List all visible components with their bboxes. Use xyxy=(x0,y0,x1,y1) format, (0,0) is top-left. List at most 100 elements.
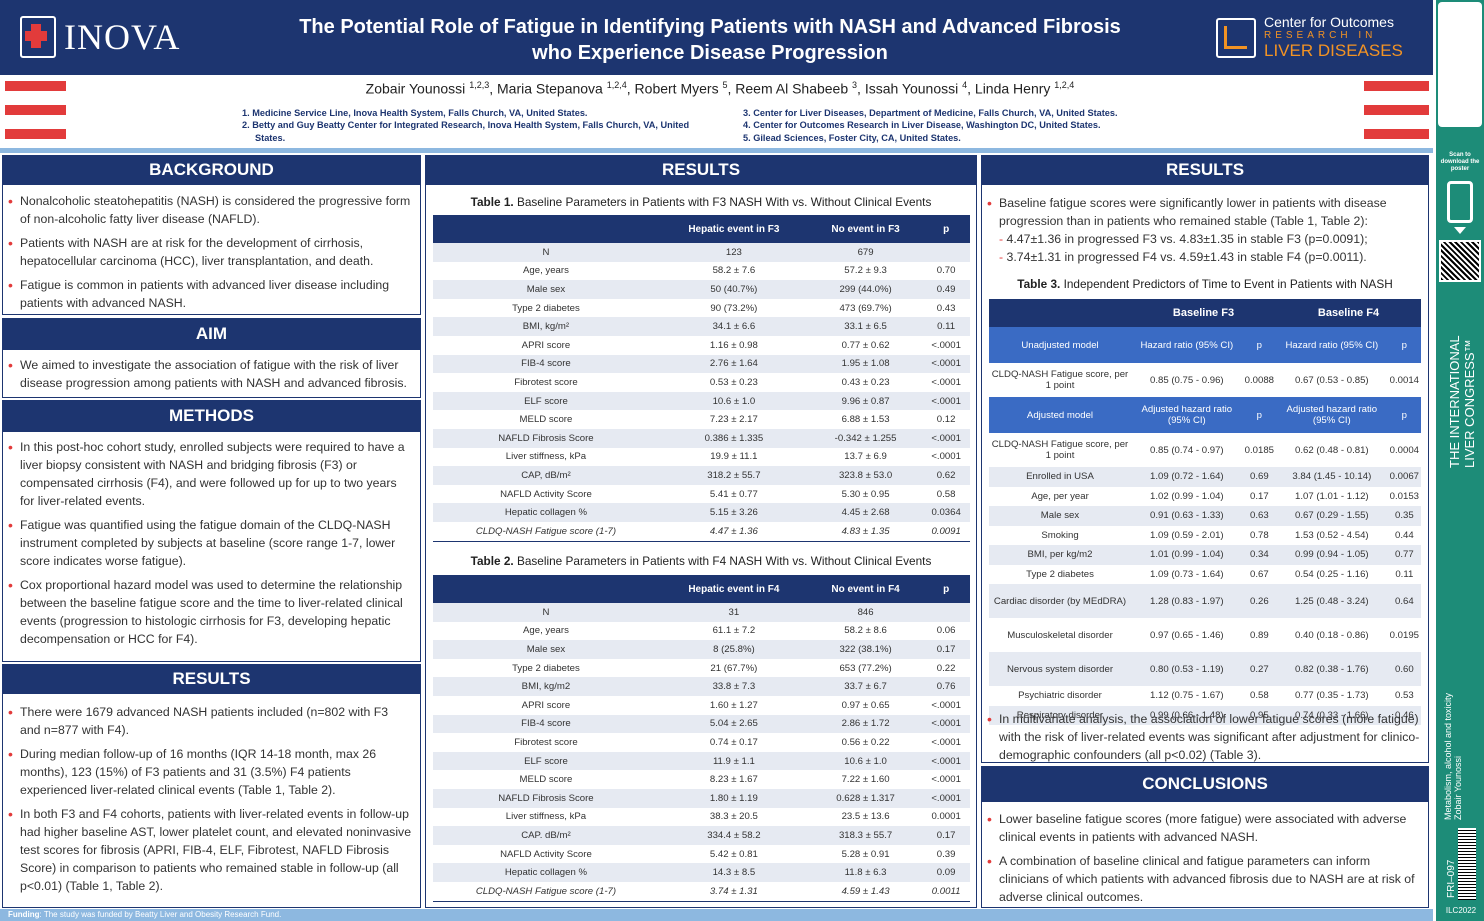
table-cell: <.0001 xyxy=(931,774,961,786)
table-row: APRI score 1.60 ± 1.27 0.97 ± 0.65 <.0001 xyxy=(433,696,970,715)
table-cell: 33.7 ± 6.7 xyxy=(808,677,923,696)
table-cell: BMI, kg/m² xyxy=(433,317,659,336)
table-cell xyxy=(922,603,970,622)
table-cell: 318.3 ± 55.7 xyxy=(808,826,923,845)
phone-icon xyxy=(1447,181,1473,223)
table-row: Nervous system disorder 0.80 (0.53 - 1.19… xyxy=(989,652,1421,686)
table-cell: 3.74 ± 1.31 xyxy=(658,881,809,902)
table-cell: Age, years xyxy=(523,625,569,637)
table-cell: 1.16 ± 0.98 xyxy=(709,339,758,351)
table-header: Baseline F3 xyxy=(1131,299,1276,327)
table-cell: 473 (69.7%) xyxy=(839,302,892,314)
table-cell: BMI, per kg/m2 xyxy=(989,545,1131,565)
table-cell: 33.1 ± 6.5 xyxy=(808,317,923,336)
table-cell: Male sex xyxy=(989,506,1131,526)
table-row: Psychiatric disorder 1.12 (0.75 - 1.67) 0.… xyxy=(989,686,1421,706)
affiliations-right: 3. Center for Liver Diseases, Department… xyxy=(743,107,1213,144)
table-cell: 334.4 ± 58.2 xyxy=(658,826,809,845)
table-cell: FIB-4 score xyxy=(433,354,659,374)
table-cell: 1.80 ± 1.19 xyxy=(658,788,809,808)
center-line-1: Center for Outcomes xyxy=(1264,14,1394,30)
table-cell: 58.2 ± 7.6 xyxy=(712,265,756,277)
table-header xyxy=(989,299,1131,327)
table-cell: 1.53 (0.52 - 4.54) xyxy=(1295,529,1369,541)
table-cell: NAFLD Fibrosis Score xyxy=(433,788,659,808)
table-cell: 7.23 ± 2.17 xyxy=(709,414,758,426)
table-row: CLDQ-NASH Fatigue score, per 1 point 0.85… xyxy=(989,363,1421,397)
table-cell: Smoking xyxy=(1041,529,1079,541)
table-cell: Musculoskeletal disorder xyxy=(1007,629,1113,641)
table-cell: 0.80 (0.53 - 1.19) xyxy=(1131,652,1243,686)
table-row: Male sex 0.91 (0.63 - 1.33) 0.63 0.67 (0.29… xyxy=(989,506,1421,526)
congress-name: THE INTERNATIONAL LIVER CONGRESS™ xyxy=(1447,335,1477,468)
table-row: CAP. dB/m² 334.4 ± 58.2 318.3 ± 55.7 0.17 xyxy=(433,826,970,845)
methods-heading: METHODS xyxy=(2,400,421,432)
aim-list: We aimed to investigate the association … xyxy=(6,356,412,398)
table-row: Age, years 61.1 ± 7.2 58.2 ± 8.6 0.06 xyxy=(433,622,970,641)
table-cell: Adjusted hazard ratio (95% CI) xyxy=(1131,397,1243,433)
table-cell: 318.2 ± 55.7 xyxy=(658,466,809,485)
author-name: Reem Al Shabeeb xyxy=(735,80,849,97)
conclusions-heading: CONCLUSIONS xyxy=(981,766,1429,802)
table-cell: 0.11 xyxy=(922,317,970,336)
fatigue-finding-f3: - 4.47±1.36 in progressed F3 vs. 4.83±1.… xyxy=(999,232,1368,246)
table-cell: Type 2 diabetes xyxy=(1026,568,1094,580)
table-row: CLDQ-NASH Fatigue score, per 1 point 0.85… xyxy=(989,433,1421,467)
scan-text: Scan to download the poster xyxy=(1440,152,1480,172)
table-cell: FIB-4 score xyxy=(433,714,659,734)
table-cell: Adjusted hazard ratio (95% CI) xyxy=(1276,397,1388,433)
affiliation: 5. Gilead Sciences, Foster City, CA, Uni… xyxy=(743,132,961,143)
model-header-row: Adjusted model Adjusted hazard ratio (95%… xyxy=(989,397,1421,433)
table-cell: 0.0001 xyxy=(931,811,961,823)
table-cell: 0.0011 xyxy=(922,881,970,902)
table-cell: 4.47 ± 1.36 xyxy=(658,521,809,542)
table-cell: 299 (44.0%) xyxy=(808,280,923,299)
table-cell: 0.58 xyxy=(1249,690,1269,702)
table-cell: 0.40 (0.18 - 0.86) xyxy=(1295,629,1369,641)
center-logo-icon xyxy=(1216,17,1256,58)
table-cell: 0.62 xyxy=(922,466,970,485)
table-cell: N xyxy=(433,603,659,622)
bullet-item: Nonalcoholic steatohepatitis (NASH) is c… xyxy=(6,192,412,228)
table-cell: 0.386 ± 1.335 xyxy=(658,428,809,448)
table-header xyxy=(433,575,659,603)
table-cell: CAP, dB/m² xyxy=(433,466,659,485)
table-cell: Liver stiffness, kPa xyxy=(505,811,587,823)
table-cell: 58.2 ± 8.6 xyxy=(844,625,887,637)
table-cell: NAFLD Activity Score xyxy=(500,488,592,500)
table-cell: ELF score xyxy=(433,751,659,771)
table-cell: 0.70 xyxy=(936,265,956,277)
table-cell: 5.41 ± 0.77 xyxy=(709,488,758,500)
table-row: Male sex 8 (25.8%) 322 (38.1%) 0.17 xyxy=(433,640,970,659)
table2-caption-text: Baseline Parameters in Patients with F4 … xyxy=(516,554,932,568)
table-cell: Fibrotest score xyxy=(514,736,578,748)
qr-code-icon[interactable] xyxy=(1439,240,1481,282)
table-row: BMI, per kg/m2 1.01 (0.99 - 1.04) 0.34 0.99… xyxy=(989,545,1421,565)
table-cell: 19.9 ± 11.1 xyxy=(710,451,758,463)
table-row: Type 2 diabetes 90 (73.2%) 473 (69.7%) 0.43 xyxy=(433,299,970,318)
table-cell: 0.53 xyxy=(1394,690,1414,702)
table-cell: 0.97 ± 0.65 xyxy=(841,699,890,711)
table-cell: 0.49 xyxy=(922,280,970,299)
table-cell: Type 2 diabetes xyxy=(512,662,580,674)
bullet-item: Lower baseline fatigue scores (more fati… xyxy=(985,810,1421,846)
congress-sidebar xyxy=(1436,0,1484,921)
table-cell: Hepatic collagen % xyxy=(433,503,659,522)
table-cell: <.0001 xyxy=(922,391,970,411)
table-cell: 0.39 xyxy=(936,848,956,860)
table-cell: 13.7 ± 6.9 xyxy=(844,451,887,463)
center-line-2: RESEARCH IN xyxy=(1264,30,1377,41)
table-cell: 50 (40.7%) xyxy=(658,280,809,299)
affiliation: 3. Center for Liver Diseases, Department… xyxy=(743,108,1118,118)
middle-results-heading: RESULTS xyxy=(425,155,977,185)
table-row: Cardiac disorder (by MEdDRA) 1.28 (0.83 -… xyxy=(989,584,1421,618)
table-cell: 0.0195 xyxy=(1389,629,1419,641)
author-affil-number: 1,2,4 xyxy=(1054,80,1075,90)
left-results-heading: RESULTS xyxy=(2,664,421,694)
table2-caption: Table 2. Baseline Parameters in Patients… xyxy=(425,554,977,568)
table-cell: 4.45 ± 2.68 xyxy=(808,503,923,522)
bullet-item: During median follow-up of 16 months (IQ… xyxy=(6,745,412,799)
table-cell: NAFLD Activity Score xyxy=(500,848,592,860)
table-cell: p xyxy=(1242,397,1276,433)
bullet-item: Fatigue was quantified using the fatigue… xyxy=(6,516,406,570)
